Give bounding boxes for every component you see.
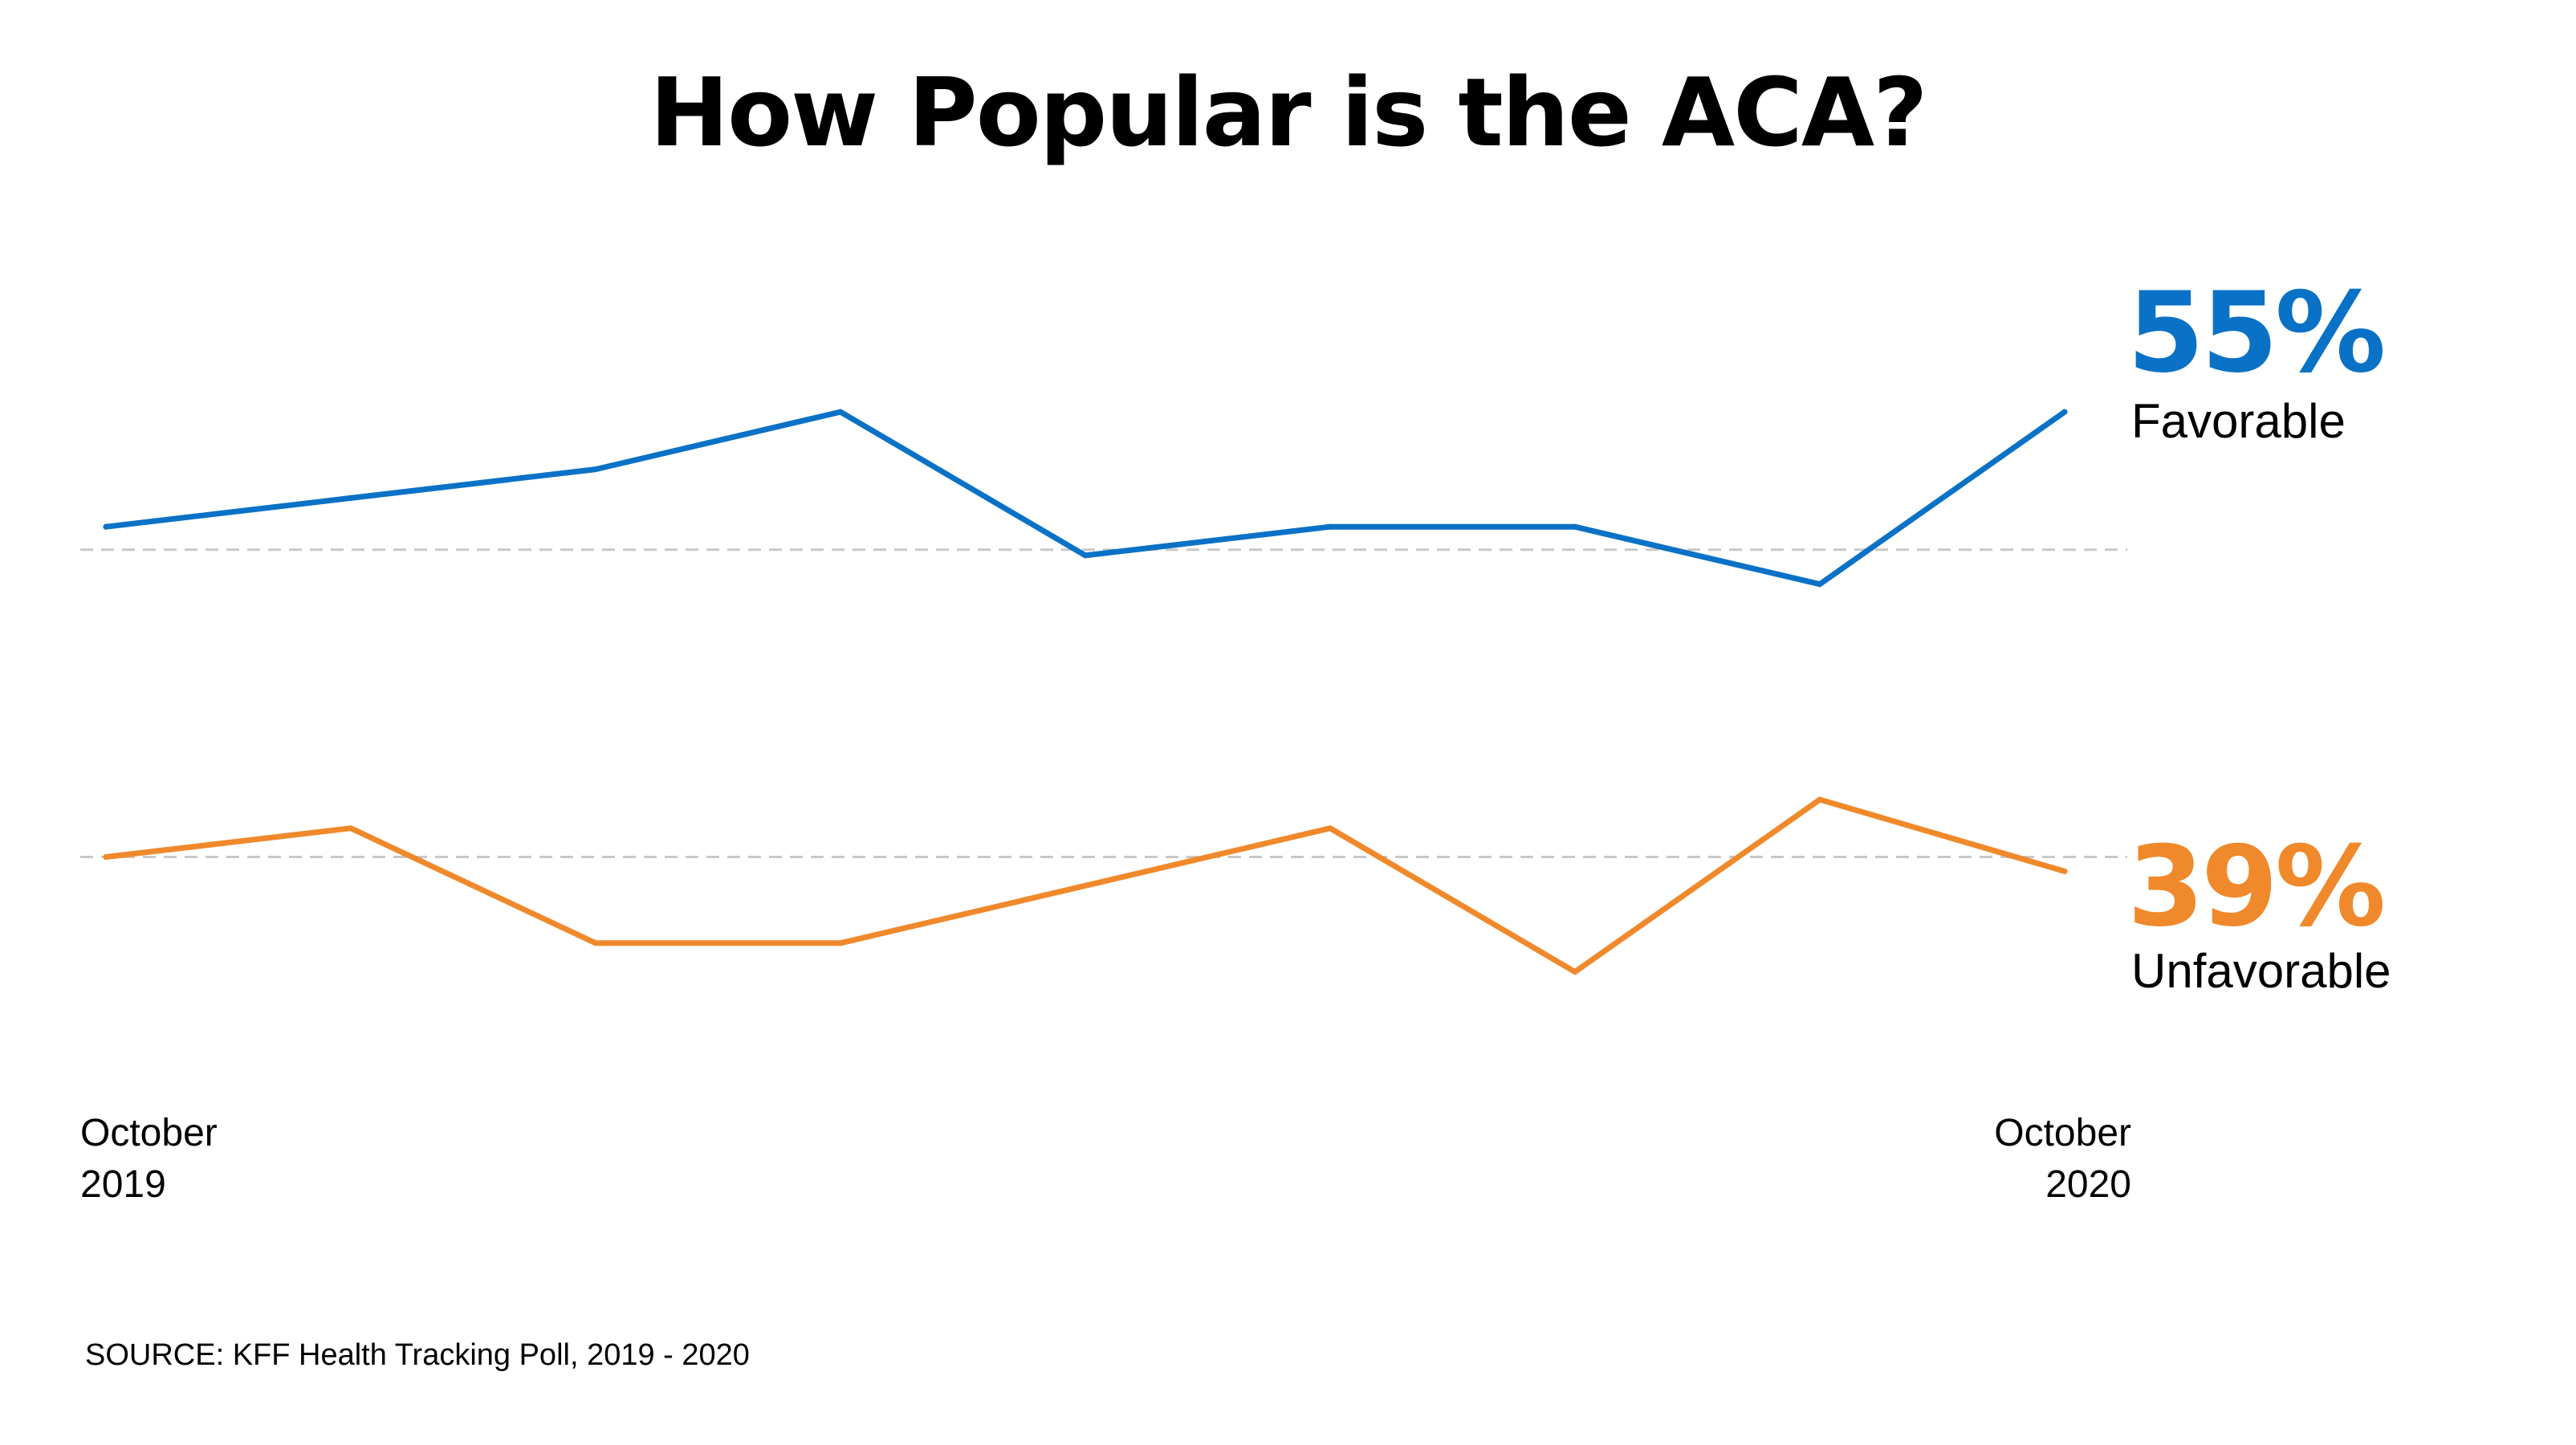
chart-title: How Popular is the ACA? xyxy=(649,57,1927,168)
x-axis-start-month: October xyxy=(80,1112,218,1154)
favorable-series-line xyxy=(103,409,2068,588)
series-lines xyxy=(103,409,2068,975)
unfavorable-end-value: 39% xyxy=(2127,822,2386,951)
unfavorable-point-5 xyxy=(1082,882,1089,889)
unfavorable-point-8 xyxy=(1817,796,1823,803)
unfavorable-point-9 xyxy=(2061,868,2068,874)
favorable-end-value: 55% xyxy=(2127,268,2386,397)
unfavorable-point-3 xyxy=(592,940,599,946)
unfavorable-point-2 xyxy=(348,825,354,832)
reference-lines xyxy=(80,548,2127,858)
x-axis-start-year: 2019 xyxy=(80,1163,166,1206)
unfavorable-point-7 xyxy=(1572,969,1578,975)
unfavorable-point-6 xyxy=(1327,825,1333,832)
favorable-end-label: Favorable xyxy=(2131,394,2346,448)
favorable-point-6 xyxy=(1327,523,1333,530)
x-axis-end-label: October 2020 xyxy=(1994,1108,2131,1211)
favorable-point-2 xyxy=(348,495,354,501)
x-axis-end-year: 2020 xyxy=(2045,1163,2131,1206)
favorable-point-4 xyxy=(837,409,844,415)
unfavorable-end-label: Unfavorable xyxy=(2131,944,2391,998)
source-note: SOURCE: KFF Health Tracking Poll, 2019 -… xyxy=(85,1338,750,1372)
favorable-point-8 xyxy=(1817,581,1823,588)
unfavorable-point-1 xyxy=(103,854,109,860)
unfavorable-point-4 xyxy=(837,940,844,946)
favorable-point-9 xyxy=(2061,409,2068,415)
favorable-point-3 xyxy=(592,466,599,473)
favorable-point-5 xyxy=(1082,552,1089,559)
favorable-point-1 xyxy=(103,523,109,530)
x-axis-end-month: October xyxy=(1994,1112,2131,1154)
x-axis-start-label: October 2019 xyxy=(80,1108,218,1211)
favorable-point-7 xyxy=(1572,523,1578,530)
